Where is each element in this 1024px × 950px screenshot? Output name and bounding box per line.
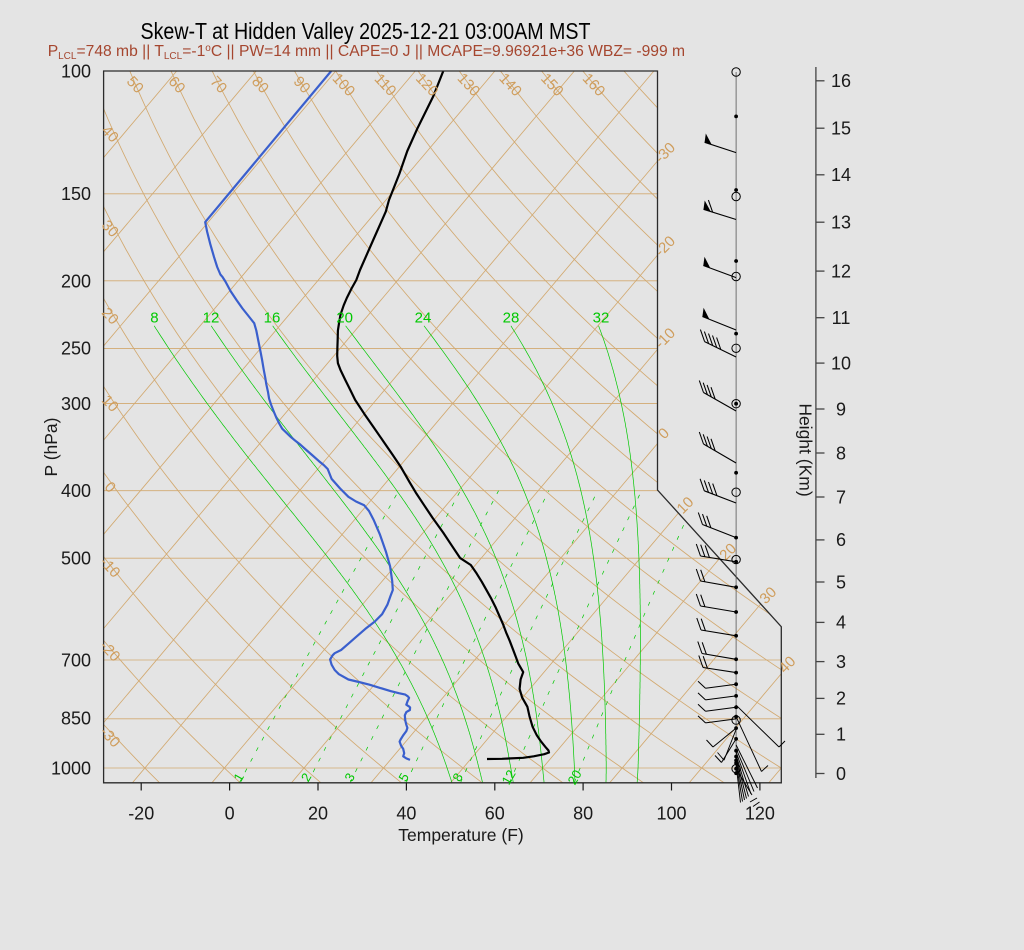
svg-text:20: 20 xyxy=(336,310,353,327)
svg-text:12: 12 xyxy=(203,310,220,327)
svg-text:16: 16 xyxy=(831,71,851,91)
svg-text:-20: -20 xyxy=(128,804,154,824)
svg-text:850: 850 xyxy=(61,709,91,729)
svg-text:Height (Km): Height (Km) xyxy=(796,403,816,496)
svg-text:2: 2 xyxy=(836,689,846,709)
svg-text:700: 700 xyxy=(61,651,91,671)
svg-text:40: 40 xyxy=(396,804,416,824)
svg-text:1: 1 xyxy=(836,725,846,745)
svg-text:100: 100 xyxy=(61,61,91,81)
svg-text:16: 16 xyxy=(264,310,281,327)
svg-text:13: 13 xyxy=(831,213,851,233)
svg-text:8: 8 xyxy=(836,443,846,463)
svg-text:PLCL=748 mb || TLCL=-1oC || PW: PLCL=748 mb || TLCL=-1oC || PW=14 mm || … xyxy=(48,43,685,62)
svg-text:9: 9 xyxy=(836,399,846,419)
svg-text:11: 11 xyxy=(832,308,851,328)
svg-text:80: 80 xyxy=(573,804,593,824)
svg-text:3: 3 xyxy=(836,652,846,672)
svg-text:32: 32 xyxy=(593,310,610,327)
svg-text:Temperature (F): Temperature (F) xyxy=(398,825,523,845)
svg-text:Skew-T at Hidden Valley 2025-1: Skew-T at Hidden Valley 2025-12-21 03:00… xyxy=(141,18,591,44)
svg-text:7: 7 xyxy=(836,487,846,507)
svg-text:0: 0 xyxy=(836,764,846,784)
svg-text:300: 300 xyxy=(61,394,91,414)
svg-text:15: 15 xyxy=(831,119,851,139)
svg-text:60: 60 xyxy=(485,804,505,824)
svg-text:0: 0 xyxy=(225,804,235,824)
svg-text:500: 500 xyxy=(61,549,91,569)
svg-text:28: 28 xyxy=(503,310,520,327)
svg-text:400: 400 xyxy=(61,481,91,501)
svg-text:12: 12 xyxy=(831,261,851,281)
svg-text:250: 250 xyxy=(61,339,91,359)
svg-text:20: 20 xyxy=(308,804,328,824)
svg-text:6: 6 xyxy=(836,530,846,550)
svg-text:1000: 1000 xyxy=(51,758,91,778)
svg-text:4: 4 xyxy=(836,613,846,633)
svg-text:100: 100 xyxy=(656,804,686,824)
svg-text:150: 150 xyxy=(61,184,91,204)
svg-text:200: 200 xyxy=(61,271,91,291)
svg-text:10: 10 xyxy=(831,353,851,373)
svg-text:5: 5 xyxy=(836,572,846,592)
svg-text:24: 24 xyxy=(415,310,432,327)
svg-text:12: 12 xyxy=(498,767,518,787)
svg-text:20: 20 xyxy=(564,767,584,787)
svg-text:14: 14 xyxy=(831,165,851,185)
svg-text:120: 120 xyxy=(745,804,775,824)
svg-text:P (hPa): P (hPa) xyxy=(41,417,61,476)
svg-text:8: 8 xyxy=(150,310,158,327)
